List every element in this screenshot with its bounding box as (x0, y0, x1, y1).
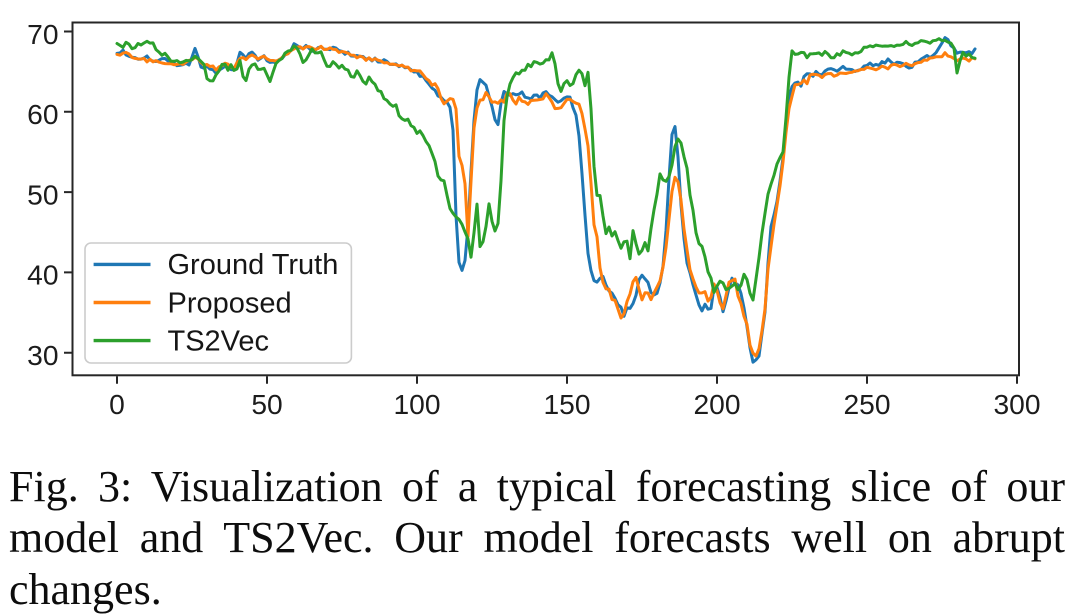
svg-text:150: 150 (543, 388, 590, 420)
svg-text:250: 250 (843, 388, 890, 420)
svg-text:TS2Vec: TS2Vec (168, 325, 270, 357)
svg-text:40: 40 (27, 259, 58, 291)
svg-text:300: 300 (993, 388, 1040, 420)
svg-text:200: 200 (693, 388, 740, 420)
svg-text:Ground Truth: Ground Truth (168, 249, 339, 281)
svg-text:70: 70 (27, 18, 58, 50)
svg-text:50: 50 (251, 388, 282, 420)
svg-text:30: 30 (27, 339, 58, 371)
svg-text:0: 0 (109, 388, 125, 420)
svg-text:60: 60 (27, 98, 58, 130)
svg-text:Proposed: Proposed (168, 287, 292, 319)
svg-text:100: 100 (393, 388, 440, 420)
svg-text:50: 50 (27, 178, 58, 210)
